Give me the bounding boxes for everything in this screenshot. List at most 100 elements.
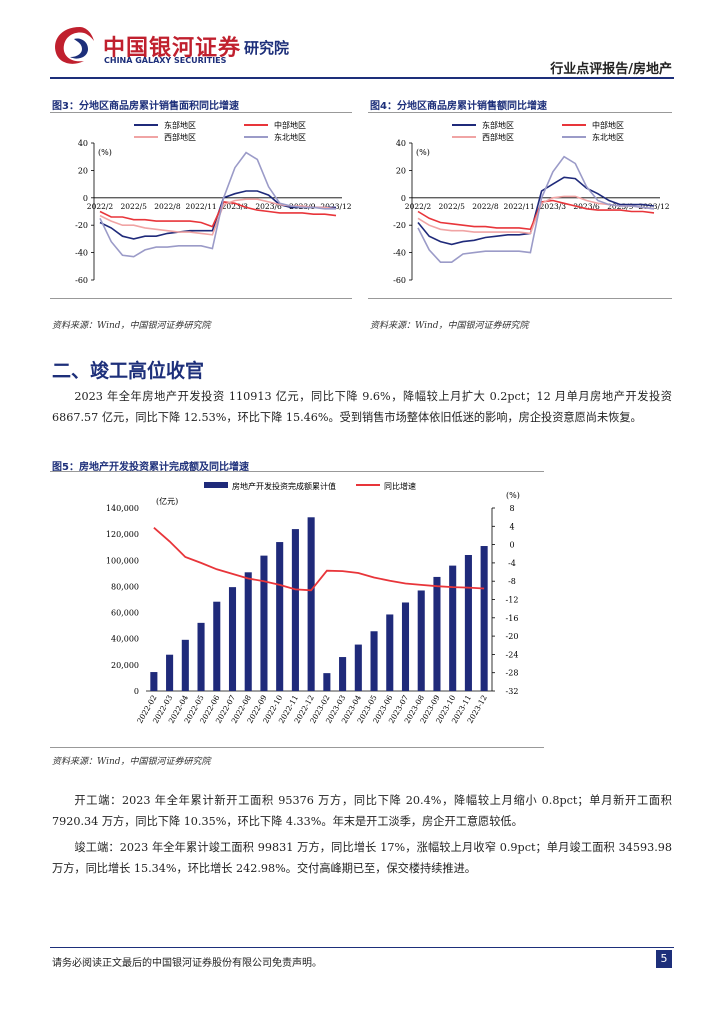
fig4-y-tick-label: 20	[396, 166, 406, 175]
fig5-right-tick-label: -16	[506, 614, 519, 623]
fig5-bottom-rule	[50, 747, 544, 748]
fig4-title-rule	[368, 112, 672, 113]
fig4-x-tick-label: 2022/11	[504, 202, 535, 211]
fig3-x-tick-label: 2023/12	[320, 202, 351, 211]
fig5-legend-bar-swatch	[204, 482, 228, 488]
fig5-growth-line	[153, 527, 485, 592]
fig5-legend-line-label: 同比增速	[384, 481, 416, 491]
fig5-right-tick-label: -28	[506, 669, 519, 678]
fig5-bar	[213, 601, 221, 691]
fig5-legend-bar-label: 房地产开发投资完成额累计值	[232, 481, 336, 491]
fig5-bar	[433, 576, 441, 691]
paragraph-completions: 竣工端：2023 年全年累计竣工面积 99831 万方，同比增长 17%，涨幅较…	[52, 841, 672, 875]
section-heading: 二、竣工高位收官	[52, 360, 205, 382]
fig5-left-tick-label: 80,000	[111, 582, 139, 591]
fig4-y-tick-label: -40	[393, 249, 406, 258]
fig5-right-tick-label: -20	[506, 632, 519, 641]
footer-rule	[50, 947, 674, 948]
fig5-right-unit: (%)	[506, 491, 520, 500]
paragraph-investment: 2023 年全年房地产开发投资 110913 亿元，同比下降 9.6%，降幅较上…	[52, 390, 672, 424]
fig5-bar	[401, 602, 410, 691]
fig5-bar	[197, 622, 205, 691]
fig5-bar	[228, 587, 237, 691]
fig5-right-tick-label: 4	[509, 522, 514, 531]
fig3-x-tick-label: 2023/3	[222, 202, 249, 211]
fig5-right-tick-label: -4	[508, 559, 516, 568]
fig3-y-tick-label: -40	[75, 249, 88, 258]
fig5-left-tick-label: 20,000	[111, 661, 139, 670]
fig3-x-tick-label: 2023/6	[255, 202, 282, 211]
fig3-title: 图3：分地区商品房累计销售面积同比增速	[52, 101, 239, 112]
fig5-right-tick-label: -32	[506, 687, 519, 696]
fig5-title-rule	[50, 471, 544, 472]
fig5-right-tick-label: 8	[509, 504, 514, 513]
fig5-bar	[244, 572, 252, 691]
report-type: 行业点评报告/房地产	[550, 62, 672, 77]
fig4-bottom-rule	[368, 298, 672, 299]
fig5-source: 资料来源：Wind，中国银河证券研究院	[52, 757, 211, 767]
fig4-series-line	[417, 155, 655, 263]
company-logo	[50, 25, 98, 67]
fig4-x-tick-label: 2023/6	[573, 202, 600, 211]
fig3-legend-label: 西部地区	[164, 132, 196, 142]
fig3-bottom-rule	[50, 298, 352, 299]
fig5-left-tick-label: 100,000	[106, 556, 139, 565]
fig5-right-tick-label: -24	[506, 650, 519, 659]
fig4-series-line	[417, 199, 655, 231]
fig3-x-tick-label: 2022/2	[87, 202, 114, 211]
fig4-x-tick-label: 2023/12	[638, 202, 669, 211]
page-number-box	[656, 950, 672, 968]
paragraph-new-starts: 开工端：2023 年全年累计新开工面积 95376 万方，同比下降 20.4%，…	[52, 794, 672, 828]
fig3-y-tick-label: -20	[75, 221, 88, 230]
fig3-y-tick-label: 0	[83, 194, 88, 203]
fig5-left-tick-label: 0	[134, 687, 139, 696]
fig5-chart: 140,000 120,000 100,000 80,000 60,000 40,000 2…	[106, 481, 520, 725]
fig5-bar	[354, 644, 362, 691]
fig3-x-tick-label: 2022/11	[186, 202, 217, 211]
fig3-series-line	[99, 201, 337, 228]
fig5-right-tick-label: -12	[506, 596, 519, 605]
fig4-x-tick-label: 2022/8	[472, 202, 499, 211]
fig4-unit-label: (%)	[416, 148, 430, 157]
fig3-y-tick-label: -60	[75, 276, 88, 285]
fig5-bar	[276, 542, 284, 691]
fig5-left-tick-label: 120,000	[106, 530, 139, 539]
page-number: 5	[660, 952, 668, 965]
fig5-bar	[449, 565, 457, 691]
fig5-left-unit: (亿元)	[156, 496, 178, 506]
fig5-right-tick-label: 0	[509, 541, 514, 550]
fig4-y-tick-label: 0	[401, 194, 406, 203]
fig4-x-tick-label: 2022/2	[405, 202, 432, 211]
fig5-bar	[181, 639, 189, 691]
fig4-title: 图4：分地区商品房累计销售额同比增速	[370, 101, 547, 112]
fig5-left-tick-label: 140,000	[106, 504, 139, 513]
footer-disclaimer: 请务必阅读正文最后的中国银河证券股份有限公司免责声明。	[52, 958, 322, 969]
fig5-bar	[464, 554, 472, 691]
company-name-cn: 中国银河证券	[103, 36, 242, 61]
fig4-x-tick-label: 2023/3	[540, 202, 567, 211]
fig3-source: 资料来源：Wind，中国银河证券研究院	[52, 321, 211, 331]
fig4-legend-label: 中部地区	[592, 120, 624, 130]
fig3-legend-label: 东北地区	[274, 132, 306, 142]
fig5-right-tick-label: -8	[508, 577, 516, 586]
fig5-bar	[339, 657, 347, 691]
fig4-source: 资料来源：Wind，中国银河证券研究院	[370, 321, 529, 331]
fig3-series-line	[99, 151, 336, 258]
fig3-y-tick-label: 20	[78, 166, 88, 175]
fig3-chart: 40 20 0 -20 -40 -60 (%) 2022/2 2022/5 2022/8 2022/…	[75, 120, 352, 285]
fig5-bar	[323, 673, 331, 691]
fig3-unit-label: (%)	[98, 148, 112, 157]
institute-label: 研究院	[244, 39, 290, 57]
fig3-title-rule	[50, 112, 352, 113]
fig5-bar	[386, 614, 394, 691]
fig4-x-tick-label: 2022/5	[439, 202, 466, 211]
fig4-chart: 40 20 0 -20 -40 -60 (%) 2022/2 2022/5 2022/8 2022/…	[393, 120, 670, 285]
fig5-bar	[480, 546, 488, 691]
fig5-bar	[260, 555, 268, 691]
fig3-x-tick-label: 2022/8	[154, 202, 181, 211]
fig4-y-tick-label: -60	[393, 276, 406, 285]
fig4-y-tick-label: 40	[396, 139, 406, 148]
fig3-legend-label: 东部地区	[164, 120, 196, 130]
fig4-legend-label: 东北地区	[592, 132, 624, 142]
fig4-y-tick-label: -20	[393, 221, 406, 230]
